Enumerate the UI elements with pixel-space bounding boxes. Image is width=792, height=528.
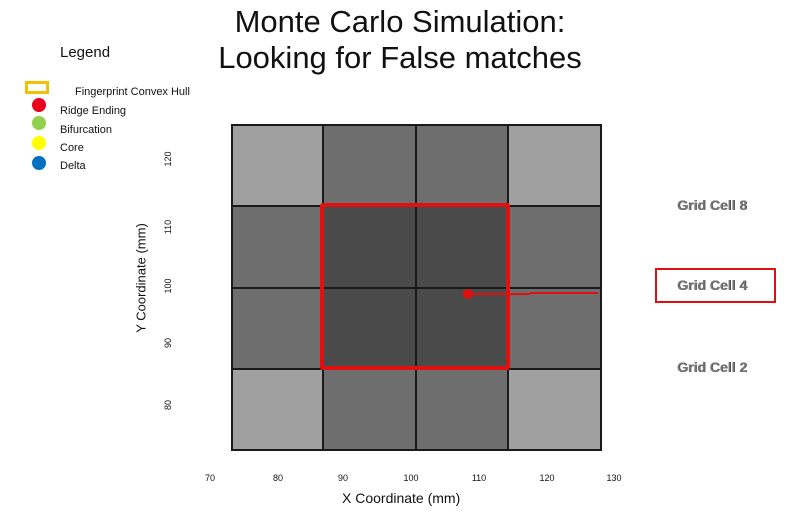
grid-cell (322, 287, 417, 370)
legend-item-bifurcation: Bifurcation (60, 124, 112, 136)
bifurcation-dot-icon (32, 116, 46, 130)
grid-cell (322, 124, 417, 207)
grid-cell (231, 124, 324, 207)
legend-title: Legend (60, 44, 111, 61)
grid-cell (507, 205, 602, 289)
grid-cell-label-middle: Grid Cell 4 (677, 277, 748, 293)
grid-cell-label-box (655, 268, 776, 303)
legend-item-delta: Delta (60, 160, 86, 172)
grid-cell (415, 124, 509, 207)
x-tick-130: 130 (606, 473, 622, 483)
grid-cell (507, 287, 602, 370)
legend-item-convex-hull: Fingerprint Convex Hull (75, 86, 190, 98)
grid-cell (322, 368, 417, 451)
grid-cell (507, 368, 602, 451)
grid-cell (231, 287, 324, 370)
y-tick-90: 90 (163, 337, 173, 349)
grid-cell (415, 368, 509, 451)
pointer-line-right (530, 292, 598, 294)
legend-item-core: Core (60, 142, 84, 154)
convex-hull-swatch (25, 81, 49, 94)
core-dot-icon (32, 136, 46, 150)
grid-cell (231, 368, 324, 451)
x-tick-80: 80 (272, 473, 284, 483)
sample-point (463, 289, 473, 299)
grid-cell (231, 205, 324, 289)
pointer-line-left (468, 293, 530, 295)
legend-item-ridge-ending: Ridge Ending (60, 105, 127, 117)
x-tick-100: 100 (403, 473, 419, 483)
y-tick-110: 110 (163, 219, 173, 235)
x-tick-90: 90 (337, 473, 349, 483)
grid-cell-label-bottom: Grid Cell 2 (677, 359, 748, 375)
delta-dot-icon (32, 156, 46, 170)
y-tick-80: 80 (163, 399, 173, 411)
y-axis-label: Y Coordinate (mm) (133, 223, 149, 333)
title-line-2: Looking for False matches (218, 40, 582, 75)
x-tick-110: 110 (471, 473, 487, 483)
fingerprint-convex-hull (320, 203, 510, 370)
x-tick-120: 120 (539, 473, 555, 483)
y-tick-120: 120 (163, 151, 173, 167)
grid-cell (415, 205, 509, 289)
grid-cell-label-top: Grid Cell 8 (677, 197, 748, 213)
slide-title: Monte Carlo Simulation: Looking for Fals… (170, 4, 630, 76)
title-line-1: Monte Carlo Simulation: (234, 4, 566, 39)
y-tick-100: 100 (163, 278, 173, 294)
x-tick-70: 70 (204, 473, 216, 483)
ridge-ending-dot-icon (32, 98, 46, 112)
x-axis-label: X Coordinate (mm) (342, 490, 461, 506)
grid-cell (507, 124, 602, 207)
